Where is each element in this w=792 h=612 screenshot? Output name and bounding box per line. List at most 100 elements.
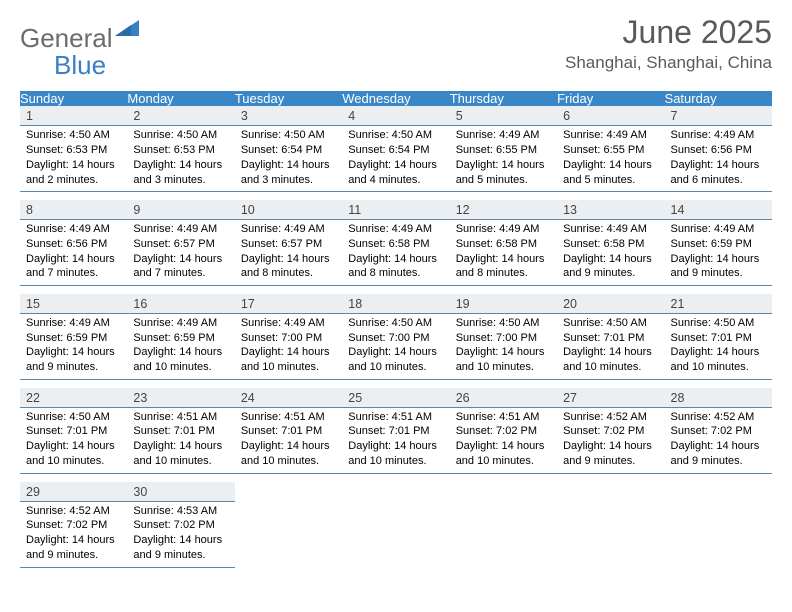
daylight-line: Daylight: 14 hours and 10 minutes. bbox=[26, 440, 115, 467]
day-number: 4 bbox=[342, 106, 449, 125]
day-number: 24 bbox=[235, 388, 342, 407]
week-text-row: Sunrise: 4:52 AMSunset: 7:02 PMDaylight:… bbox=[20, 501, 772, 567]
daylight-line: Daylight: 14 hours and 10 minutes. bbox=[133, 440, 222, 467]
sunrise-line: Sunrise: 4:50 AM bbox=[26, 411, 110, 423]
sunset-line: Sunset: 7:01 PM bbox=[26, 425, 107, 437]
sunrise-line: Sunrise: 4:51 AM bbox=[456, 411, 540, 423]
day-cell-text: Sunrise: 4:50 AMSunset: 6:54 PMDaylight:… bbox=[342, 126, 449, 191]
day-cell-text: Sunrise: 4:51 AM Sunset: 7:01 PM Daylight:… bbox=[342, 408, 449, 473]
daylight-line: Daylight: 14 hours and 10 minutes. bbox=[241, 346, 330, 373]
logo-word-1: General bbox=[20, 23, 113, 53]
location-text: Shanghai, Shanghai, China bbox=[565, 53, 772, 73]
sunrise-line: Sunrise: 4:50 AM bbox=[671, 317, 755, 329]
day-header: Tuesday bbox=[235, 91, 342, 106]
day-number: 1 bbox=[20, 106, 127, 125]
day-cell-text: Sunrise: 4:52 AMSunset: 7:02 PMDaylight:… bbox=[20, 502, 127, 567]
day-number: 29 bbox=[20, 482, 127, 501]
sunset-line: Sunset: 7:00 PM bbox=[456, 332, 537, 344]
sunrise-line: Sunrise: 4:49 AM bbox=[26, 223, 110, 235]
calendar-table: SundayMondayTuesdayWednesdayThursdayFrid… bbox=[20, 91, 772, 568]
page-title: June 2025 bbox=[565, 14, 772, 51]
day-number: 21 bbox=[665, 294, 772, 313]
sunset-line: Sunset: 6:54 PM bbox=[241, 144, 322, 156]
sunrise-line: Sunrise: 4:49 AM bbox=[671, 129, 755, 141]
daylight-line: Daylight: 14 hours and 3 minutes. bbox=[133, 159, 222, 186]
sunset-line: Sunset: 6:58 PM bbox=[563, 238, 644, 250]
day-cell-text: Sunrise: 4:49 AMSunset: 6:57 PMDaylight:… bbox=[127, 220, 234, 285]
day-cell-text: Sunrise: 4:52 AMSunset: 7:02 PMDaylight:… bbox=[665, 408, 772, 473]
day-number: 9 bbox=[127, 200, 234, 219]
day-cell-text: Sunrise: 4:49 AMSunset: 6:58 PMDaylight:… bbox=[342, 220, 449, 285]
day-cell-text: Sunrise: 4:50 AMSunset: 6:53 PMDaylight:… bbox=[20, 126, 127, 191]
day-number: 20 bbox=[557, 294, 664, 313]
day-header-row: SundayMondayTuesdayWednesdayThursdayFrid… bbox=[20, 91, 772, 106]
day-cell-text: Sunrise: 4:51 AM Sunset: 7:02 PM Daylight:… bbox=[450, 408, 557, 473]
week-text-row: Sunrise: 4:49 AM Sunset: 6:56 PM Daylight:… bbox=[20, 219, 772, 285]
sunrise-line: Sunrise: 4:50 AM bbox=[133, 129, 217, 141]
sunset-line: Sunset: 6:59 PM bbox=[133, 332, 214, 344]
sunrise-line: Sunrise: 4:49 AM bbox=[348, 223, 432, 235]
sunset-line: Sunset: 6:59 PM bbox=[671, 238, 752, 250]
day-header: Sunday bbox=[20, 91, 127, 106]
page-header: General Blue June 2025 Shanghai, Shangha… bbox=[20, 14, 772, 79]
sunrise-line: Sunrise: 4:49 AM bbox=[456, 129, 540, 141]
daylight-line: Daylight: 14 hours and 6 minutes. bbox=[671, 159, 760, 186]
sunset-line: Sunset: 6:57 PM bbox=[241, 238, 322, 250]
day-cell-text: Sunrise: 4:52 AMSunset: 7:02 PMDaylight:… bbox=[557, 408, 664, 473]
day-number: 26 bbox=[450, 388, 557, 407]
week-number-row: 15161718192021 bbox=[20, 294, 772, 314]
sunset-line: Sunset: 6:53 PM bbox=[26, 144, 107, 156]
sunset-line: Sunset: 7:01 PM bbox=[671, 332, 752, 344]
day-number: 16 bbox=[127, 294, 234, 313]
sunset-line: Sunset: 6:56 PM bbox=[26, 238, 107, 250]
daylight-line: Daylight: 14 hours and 8 minutes. bbox=[348, 253, 437, 280]
sunset-line: Sunset: 7:02 PM bbox=[456, 425, 537, 437]
day-cell-text: Sunrise: 4:49 AM Sunset: 6:56 PM Daylight:… bbox=[20, 220, 127, 285]
daylight-line: Daylight: 14 hours and 10 minutes. bbox=[348, 440, 437, 467]
day-header: Friday bbox=[557, 91, 664, 106]
sunrise-line: Sunrise: 4:50 AM bbox=[241, 129, 325, 141]
day-number: 7 bbox=[665, 106, 772, 125]
sunrise-line: Sunrise: 4:50 AM bbox=[348, 129, 432, 141]
daylight-line: Daylight: 14 hours and 10 minutes. bbox=[671, 346, 760, 373]
daylight-line: Daylight: 14 hours and 9 minutes. bbox=[563, 253, 652, 280]
sunrise-line: Sunrise: 4:51 AM bbox=[241, 411, 325, 423]
day-number: 19 bbox=[450, 294, 557, 313]
day-number: 23 bbox=[127, 388, 234, 407]
day-number: 22 bbox=[20, 388, 127, 407]
sunrise-line: Sunrise: 4:49 AM bbox=[133, 223, 217, 235]
day-cell-text: Sunrise: 4:49 AMSunset: 6:59 PMDaylight:… bbox=[665, 220, 772, 285]
daylight-line: Daylight: 14 hours and 2 minutes. bbox=[26, 159, 115, 186]
day-number: 30 bbox=[127, 482, 234, 501]
day-number: 12 bbox=[450, 200, 557, 219]
day-number: 5 bbox=[450, 106, 557, 125]
daylight-line: Daylight: 14 hours and 10 minutes. bbox=[133, 346, 222, 373]
week-spacer bbox=[20, 286, 772, 294]
day-cell-text: Sunrise: 4:50 AMSunset: 7:00 PMDaylight:… bbox=[342, 314, 449, 379]
sunset-line: Sunset: 7:02 PM bbox=[133, 519, 214, 531]
daylight-line: Daylight: 14 hours and 10 minutes. bbox=[456, 440, 545, 467]
sunset-line: Sunset: 7:01 PM bbox=[348, 425, 429, 437]
week-text-row: Sunrise: 4:49 AM Sunset: 6:59 PM Daylight:… bbox=[20, 313, 772, 379]
daylight-line: Daylight: 14 hours and 10 minutes. bbox=[241, 440, 330, 467]
sunrise-line: Sunrise: 4:49 AM bbox=[563, 129, 647, 141]
day-cell-text: Sunrise: 4:51 AMSunset: 7:01 PMDaylight:… bbox=[235, 408, 342, 473]
daylight-line: Daylight: 14 hours and 8 minutes. bbox=[241, 253, 330, 280]
sunrise-line: Sunrise: 4:51 AM bbox=[348, 411, 432, 423]
daylight-line: Daylight: 14 hours and 7 minutes. bbox=[26, 253, 115, 280]
day-number: 18 bbox=[342, 294, 449, 313]
sunrise-line: Sunrise: 4:49 AM bbox=[241, 317, 325, 329]
day-number: 17 bbox=[235, 294, 342, 313]
sunset-line: Sunset: 6:55 PM bbox=[456, 144, 537, 156]
day-number: 3 bbox=[235, 106, 342, 125]
daylight-line: Daylight: 14 hours and 9 minutes. bbox=[671, 440, 760, 467]
daylight-line: Daylight: 14 hours and 7 minutes. bbox=[133, 253, 222, 280]
sunrise-line: Sunrise: 4:49 AM bbox=[456, 223, 540, 235]
sunset-line: Sunset: 6:59 PM bbox=[26, 332, 107, 344]
day-number: 8 bbox=[20, 200, 127, 219]
day-number: 6 bbox=[557, 106, 664, 125]
daylight-line: Daylight: 14 hours and 9 minutes. bbox=[26, 346, 115, 373]
logo-word-2: Blue bbox=[54, 50, 106, 80]
sunset-line: Sunset: 7:02 PM bbox=[563, 425, 644, 437]
logo-text: General Blue bbox=[20, 20, 139, 79]
